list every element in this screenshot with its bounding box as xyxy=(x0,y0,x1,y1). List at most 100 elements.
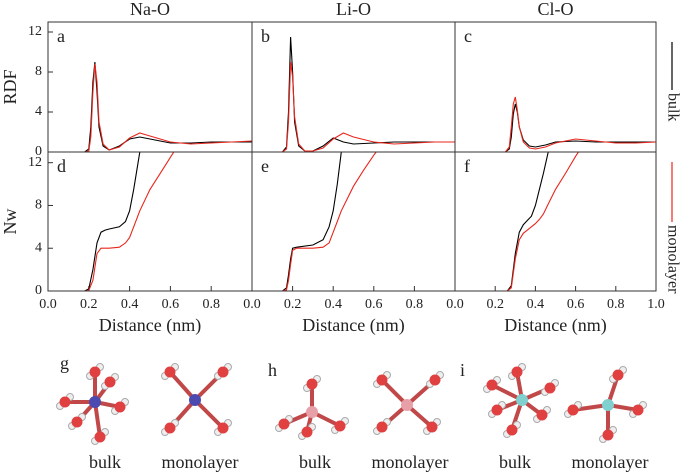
oxygen xyxy=(217,366,229,378)
panel-frame xyxy=(47,21,253,153)
ion xyxy=(306,406,318,418)
structure-caption: monolayer xyxy=(372,452,449,472)
ion xyxy=(516,394,528,406)
bond xyxy=(193,398,225,430)
oxygen xyxy=(278,418,290,430)
structure-caption: monolayer xyxy=(572,452,649,472)
series-line xyxy=(455,103,656,152)
panel-frame xyxy=(251,151,456,292)
oxygen xyxy=(217,422,229,434)
structure-letter: g xyxy=(60,353,69,373)
legend-label: bulk xyxy=(664,93,681,121)
series-line xyxy=(48,63,252,152)
x-tick-label: 1.0 xyxy=(647,297,665,312)
oxygen xyxy=(306,378,318,390)
oxygen xyxy=(632,404,644,416)
oxygen xyxy=(429,374,441,386)
oxygen xyxy=(164,422,176,434)
oxygen xyxy=(376,374,388,386)
panel-letter: d xyxy=(57,156,66,176)
oxygen xyxy=(536,409,548,421)
y-tick-label: 4 xyxy=(35,104,42,119)
legend-label: monolayer xyxy=(664,225,681,294)
oxygen xyxy=(334,420,346,432)
structure-caption: bulk xyxy=(89,452,121,472)
series-line xyxy=(455,152,549,291)
oxygen xyxy=(544,382,556,394)
oxygen xyxy=(89,366,101,378)
panel-title: Cl-O xyxy=(538,0,574,19)
x-tick-label: 0.6 xyxy=(162,297,180,312)
panel-letter: a xyxy=(57,26,65,46)
x-tick-label: 0.4 xyxy=(121,297,139,312)
panel-letter: f xyxy=(464,156,470,176)
y-tick-label: 12 xyxy=(28,24,42,39)
x-axis-label: Distance (nm) xyxy=(99,315,201,336)
series-line xyxy=(48,61,252,152)
series-line xyxy=(252,61,455,152)
series-line xyxy=(252,36,455,152)
series-line xyxy=(48,152,141,291)
series-line xyxy=(252,152,377,291)
structure-caption: monolayer xyxy=(162,452,239,472)
x-tick-label: 0.2 xyxy=(284,297,302,312)
oxygen xyxy=(94,431,106,443)
y-axis-label: Nw xyxy=(0,209,20,235)
series-line xyxy=(48,152,175,291)
panel-letter: e xyxy=(261,156,269,176)
bond xyxy=(168,370,197,402)
oxygen xyxy=(567,404,579,416)
oxygen xyxy=(511,366,523,378)
x-tick-label: 0.0 xyxy=(446,297,464,312)
structure-letter: i xyxy=(460,360,465,380)
series-line xyxy=(455,96,656,152)
panel-frame xyxy=(454,151,657,292)
panel-frame xyxy=(251,21,456,153)
x-tick-label: 0.0 xyxy=(243,297,261,312)
x-tick-label: 0.4 xyxy=(527,297,545,312)
panel-frame xyxy=(47,151,253,292)
x-tick-label: 0.8 xyxy=(406,297,424,312)
oxygen xyxy=(426,421,438,433)
oxygen xyxy=(506,424,518,436)
y-tick-label: 8 xyxy=(35,64,42,79)
y-tick-label: 0 xyxy=(35,283,42,298)
x-tick-label: 0.6 xyxy=(365,297,383,312)
ion xyxy=(189,394,201,406)
oxygen xyxy=(104,376,116,388)
x-tick-label: 0.2 xyxy=(486,297,504,312)
y-tick-label: 0 xyxy=(35,144,42,159)
panel-title: Li-O xyxy=(336,0,371,19)
oxygen xyxy=(71,416,83,428)
ion xyxy=(602,399,614,411)
x-tick-label: 0.8 xyxy=(607,297,625,312)
oxygen xyxy=(602,429,614,441)
panel-letter: c xyxy=(464,26,472,46)
panel-title: Na-O xyxy=(130,0,170,19)
oxygen xyxy=(491,404,503,416)
ion xyxy=(89,396,101,408)
oxygen xyxy=(114,401,126,413)
y-tick-label: 8 xyxy=(35,198,42,213)
series-line xyxy=(455,152,580,291)
series-line xyxy=(252,152,342,291)
panel-letter: b xyxy=(261,26,270,46)
x-tick-label: 0.0 xyxy=(39,297,57,312)
oxygen xyxy=(59,396,71,408)
y-axis-label: RDF xyxy=(0,69,20,104)
x-tick-label: 0.6 xyxy=(567,297,585,312)
y-tick-label: 12 xyxy=(28,155,42,170)
panel-frame xyxy=(454,21,657,153)
oxygen xyxy=(376,421,388,433)
x-axis-label: Distance (nm) xyxy=(504,315,606,336)
oxygen xyxy=(301,426,313,438)
oxygen xyxy=(612,369,624,381)
x-tick-label: 0.2 xyxy=(80,297,98,312)
y-tick-label: 4 xyxy=(35,240,42,255)
structure-letter: h xyxy=(268,360,277,380)
ion xyxy=(401,399,413,411)
structure-caption: bulk xyxy=(499,452,531,472)
structure-caption: bulk xyxy=(299,452,331,472)
x-tick-label: 0.4 xyxy=(324,297,342,312)
